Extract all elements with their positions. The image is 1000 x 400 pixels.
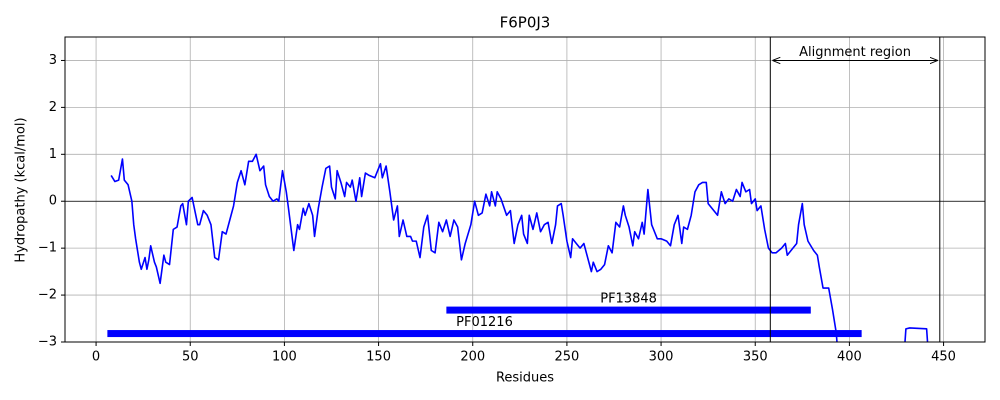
x-tick-label: 400 (837, 350, 862, 365)
y-tick-label: 3 (49, 53, 57, 68)
y-tick-label: −2 (38, 288, 57, 303)
x-axis-label: Residues (496, 371, 554, 386)
y-tick-label: −3 (38, 335, 57, 350)
x-tick-label: 450 (931, 350, 956, 365)
x-tick-label: 0 (92, 350, 100, 365)
y-tick-label: 0 (49, 194, 57, 209)
x-tick-label: 50 (182, 350, 199, 365)
x-tick-label: 150 (366, 350, 391, 365)
domain-bar (446, 306, 811, 314)
y-tick-label: 1 (49, 147, 57, 162)
alignment-label: Alignment region (799, 45, 911, 60)
plot-area (65, 153, 985, 342)
y-axis-label: Hydropathy (kcal/mol) (14, 117, 29, 262)
grid (65, 37, 985, 343)
domain-bar (107, 330, 862, 338)
x-tick-label: 350 (743, 350, 768, 365)
plot-frame (64, 36, 986, 343)
x-tick-label: 300 (649, 350, 674, 365)
hydropathy-line (110, 153, 929, 342)
x-tick-label: 200 (460, 350, 485, 365)
y-tick-label: 2 (49, 100, 57, 115)
domain-label: PF01216 (456, 315, 513, 330)
overlay: PF13848 PF01216 Alignment region (456, 37, 941, 342)
domain-label: PF13848 (600, 292, 657, 307)
x-tick-label: 250 (554, 350, 579, 365)
x-tick-label: 100 (272, 350, 297, 365)
chart-title: F6P0J3 (500, 14, 551, 32)
y-tick-label: −1 (38, 241, 57, 256)
